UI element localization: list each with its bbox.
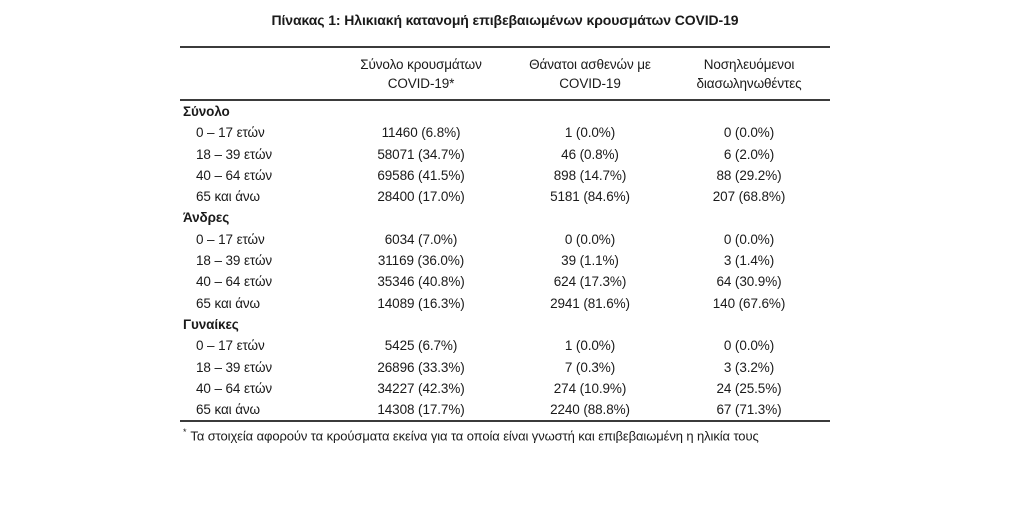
- table-row: 0 – 17 ετών 11460 (6.8%) 1 (0.0%) 0 (0.0…: [180, 122, 830, 143]
- section-row: Σύνολο: [180, 100, 830, 122]
- section-row: Γυναίκες: [180, 314, 830, 335]
- row-label-age-group: 18 – 39 ετών: [196, 146, 273, 162]
- cell-deaths: 274 (10.9%): [553, 380, 627, 396]
- cell-total-cases: 26896 (33.3%): [377, 359, 465, 375]
- column-header-line: Θάνατοι ασθενών με: [529, 57, 651, 72]
- footnote-marker: *: [183, 427, 187, 438]
- column-header-deaths: Θάνατοι ασθενών με COVID-19: [512, 47, 668, 100]
- table-row: 65 και άνω 14308 (17.7%) 2240 (88.8%) 67…: [180, 399, 830, 421]
- cell-deaths: 1 (0.0%): [564, 125, 616, 141]
- column-header-line: Νοσηλευόμενοι: [703, 57, 795, 72]
- header-row: Σύνολο κρουσμάτων COVID-19* Θάνατοι ασθε…: [180, 47, 830, 100]
- row-label-age-group: 65 και άνω: [196, 295, 261, 311]
- table-row: 18 – 39 ετών 31169 (36.0%) 39 (1.1%) 3 (…: [180, 250, 830, 271]
- table-row: 65 και άνω 28400 (17.0%) 5181 (84.6%) 20…: [180, 186, 830, 207]
- row-label-age-group: 65 και άνω: [196, 189, 261, 205]
- header-empty-cell: [180, 47, 330, 100]
- column-header-total-cases: Σύνολο κρουσμάτων COVID-19*: [330, 47, 512, 100]
- cell-total-cases: 35346 (40.8%): [377, 274, 465, 290]
- cell-deaths: 898 (14.7%): [553, 167, 627, 183]
- cell-intubated: 6 (2.0%): [723, 146, 775, 162]
- row-label-age-group: 0 – 17 ετών: [196, 125, 265, 141]
- cell-deaths: 7 (0.3%): [564, 359, 616, 375]
- cell-intubated: 3 (1.4%): [723, 253, 775, 269]
- row-label-age-group: 40 – 64 ετών: [196, 167, 273, 183]
- cell-intubated: 24 (25.5%): [716, 380, 782, 396]
- cell-total-cases: 11460 (6.8%): [381, 125, 461, 141]
- table-row: 18 – 39 ετών 58071 (34.7%) 46 (0.8%) 6 (…: [180, 144, 830, 165]
- age-distribution-table: Σύνολο κρουσμάτων COVID-19* Θάνατοι ασθε…: [180, 46, 830, 422]
- table-container: Σύνολο κρουσμάτων COVID-19* Θάνατοι ασθε…: [180, 46, 830, 445]
- column-header-line: διασωληνωθέντες: [696, 76, 802, 91]
- column-header-line: Σύνολο κρουσμάτων: [360, 57, 482, 72]
- cell-deaths: 2941 (81.6%): [550, 295, 630, 311]
- footnote: * Τα στοιχεία αφορούν τα κρούσματα εκείνα…: [180, 424, 830, 444]
- footnote-text: Τα στοιχεία αφορούν τα κρούσματα εκείνα …: [190, 428, 759, 444]
- cell-deaths: 5181 (84.6%): [550, 189, 630, 205]
- cell-total-cases: 6034 (7.0%): [384, 231, 458, 247]
- column-header-line: COVID-19*: [387, 76, 455, 91]
- section-row: Άνδρες: [180, 207, 830, 228]
- cell-intubated: 64 (30.9%): [716, 274, 782, 290]
- cell-intubated: 207 (68.8%): [712, 189, 786, 205]
- cell-total-cases: 31169 (36.0%): [377, 253, 465, 269]
- section-label-total: Σύνολο: [183, 104, 230, 119]
- table-row: 40 – 64 ετών 34227 (42.3%) 274 (10.9%) 2…: [180, 378, 830, 399]
- table-row: 0 – 17 ετών 6034 (7.0%) 0 (0.0%) 0 (0.0%…: [180, 229, 830, 250]
- cell-intubated: 3 (3.2%): [723, 359, 775, 375]
- page-title: Πίνακας 1: Ηλικιακή κατανομή επιβεβαιωμέ…: [271, 12, 739, 28]
- cell-total-cases: 14089 (16.3%): [377, 295, 465, 311]
- cell-total-cases: 69586 (41.5%): [377, 167, 465, 183]
- cell-intubated: 140 (67.6%): [712, 295, 786, 311]
- section-label-men: Άνδρες: [183, 210, 230, 226]
- row-label-age-group: 0 – 17 ετών: [196, 231, 265, 247]
- cell-deaths: 624 (17.3%): [553, 274, 627, 290]
- cell-deaths: 1 (0.0%): [564, 338, 616, 354]
- row-label-age-group: 0 – 17 ετών: [196, 338, 265, 354]
- row-label-age-group: 40 – 64 ετών: [196, 274, 273, 290]
- cell-total-cases: 34227 (42.3%): [377, 380, 465, 396]
- table-row: 40 – 64 ετών 69586 (41.5%) 898 (14.7%) 8…: [180, 165, 830, 186]
- cell-total-cases: 14308 (17.7%): [377, 402, 465, 418]
- column-header-intubated: Νοσηλευόμενοι διασωληνωθέντες: [668, 47, 830, 100]
- row-label-age-group: 40 – 64 ετών: [196, 380, 273, 396]
- table-row: 18 – 39 ετών 26896 (33.3%) 7 (0.3%) 3 (3…: [180, 357, 830, 378]
- cell-intubated: 0 (0.0%): [723, 338, 775, 354]
- cell-deaths: 46 (0.8%): [561, 146, 619, 162]
- row-label-age-group: 65 και άνω: [196, 402, 261, 418]
- cell-intubated: 0 (0.0%): [723, 231, 775, 247]
- table-row: 65 και άνω 14089 (16.3%) 2941 (81.6%) 14…: [180, 293, 830, 314]
- table-row: 0 – 17 ετών 5425 (6.7%) 1 (0.0%) 0 (0.0%…: [180, 335, 830, 356]
- cell-total-cases: 58071 (34.7%): [377, 146, 465, 162]
- row-label-age-group: 18 – 39 ετών: [196, 359, 273, 375]
- column-header-line: COVID-19: [559, 76, 621, 91]
- row-label-age-group: 18 – 39 ετών: [196, 253, 273, 269]
- cell-deaths: 2240 (88.8%): [550, 402, 630, 418]
- section-label-women: Γυναίκες: [183, 316, 239, 332]
- table-row: 40 – 64 ετών 35346 (40.8%) 624 (17.3%) 6…: [180, 271, 830, 292]
- cell-deaths: 0 (0.0%): [564, 231, 616, 247]
- cell-total-cases: 5425 (6.7%): [384, 338, 458, 354]
- cell-deaths: 39 (1.1%): [561, 253, 619, 269]
- cell-intubated: 67 (71.3%): [716, 402, 782, 418]
- cell-intubated: 0 (0.0%): [723, 125, 775, 141]
- cell-total-cases: 28400 (17.0%): [377, 189, 465, 205]
- cell-intubated: 88 (29.2%): [716, 167, 782, 183]
